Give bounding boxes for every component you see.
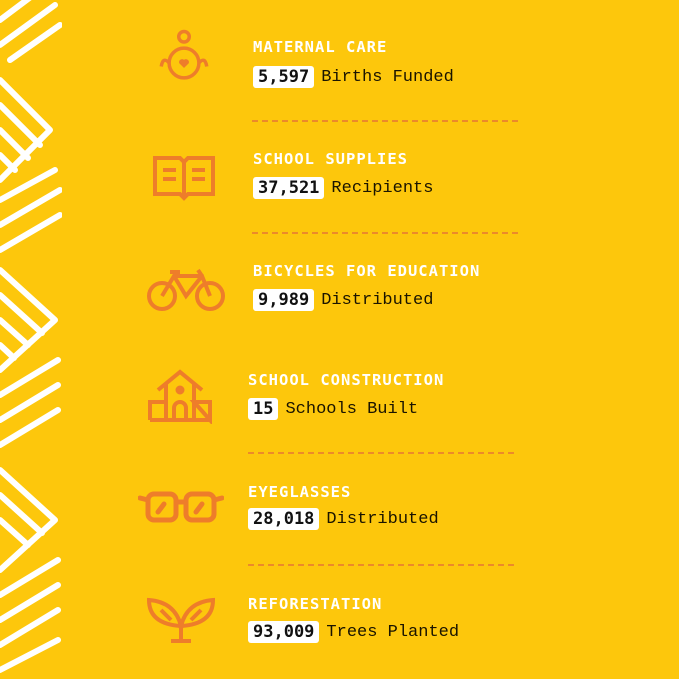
stat-value: 37,521 bbox=[253, 177, 325, 199]
stat-title: REFORESTATION bbox=[248, 595, 383, 613]
stat-title: BICYCLES FOR EDUCATION bbox=[253, 262, 481, 280]
baby-heart-icon bbox=[159, 29, 209, 80]
stat-title: SCHOOL SUPPLIES bbox=[253, 150, 408, 168]
divider bbox=[248, 564, 514, 566]
bicycle-icon bbox=[147, 268, 225, 311]
school-house-icon bbox=[148, 369, 212, 424]
stat-label: Distributed bbox=[321, 290, 434, 310]
decorative-pattern bbox=[0, 0, 62, 673]
stat-value: 5,597 bbox=[253, 66, 315, 88]
stat-label: Recipients bbox=[331, 178, 434, 198]
stat-value: 15 bbox=[248, 398, 279, 420]
stat-title: MATERNAL CARE bbox=[253, 38, 388, 56]
stat-value: 9,989 bbox=[253, 289, 315, 311]
stat-label: Trees Planted bbox=[326, 622, 460, 642]
stat-value: 28,018 bbox=[248, 508, 320, 530]
stat-label: Distributed bbox=[326, 509, 439, 529]
stat-title: EYEGLASSES bbox=[248, 483, 352, 501]
divider bbox=[252, 232, 518, 234]
divider bbox=[248, 452, 514, 454]
divider bbox=[252, 120, 518, 122]
eyeglasses-icon bbox=[138, 491, 224, 523]
open-book-icon bbox=[153, 156, 215, 201]
stat-label: Schools Built bbox=[285, 399, 419, 419]
stat-label: Births Funded bbox=[321, 67, 454, 87]
stat-value: 93,009 bbox=[248, 621, 320, 643]
sprout-icon bbox=[146, 597, 216, 643]
stat-title: SCHOOL CONSTRUCTION bbox=[248, 371, 445, 389]
